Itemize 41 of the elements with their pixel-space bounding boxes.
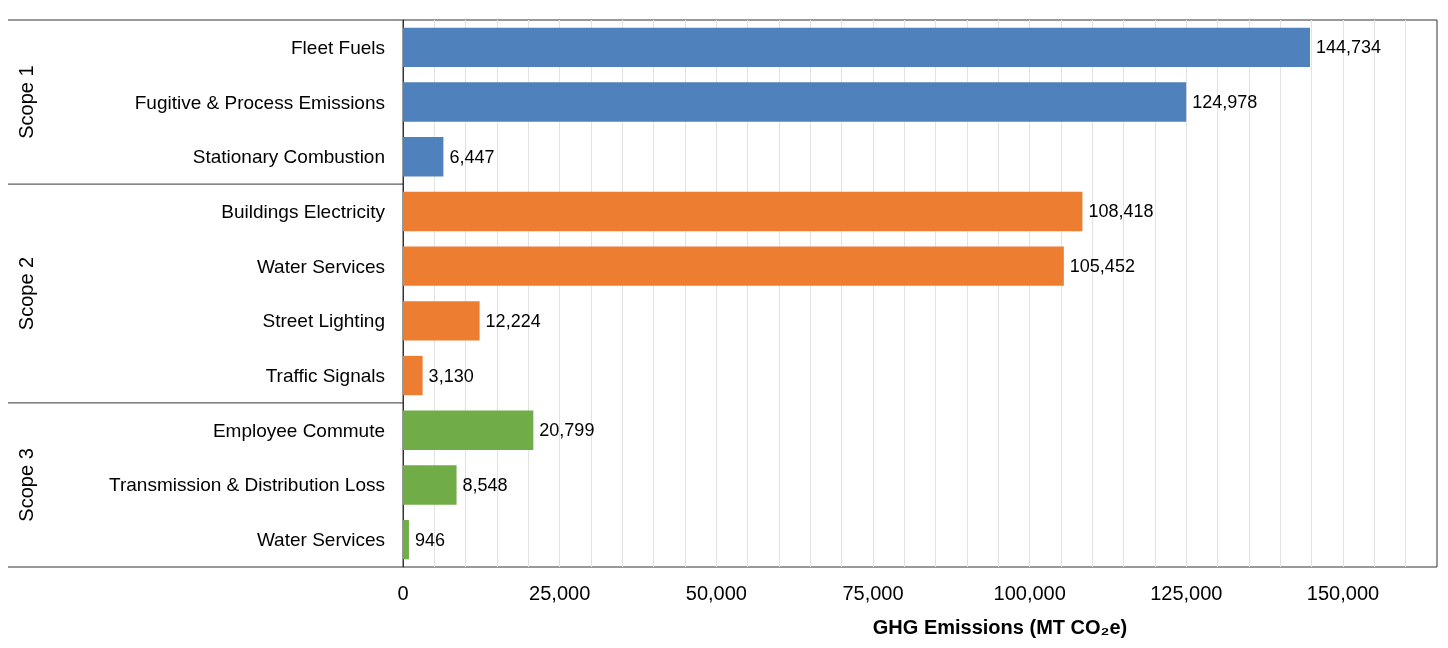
bar	[403, 137, 444, 177]
y-tick-label: Street Lighting	[262, 310, 385, 332]
x-tick-label: 150,000	[1306, 582, 1380, 604]
data-label: 124,978	[1192, 92, 1258, 113]
data-label: 8,548	[462, 474, 508, 495]
y-tick-label: Water Services	[256, 529, 385, 551]
data-label: 946	[414, 529, 445, 550]
x-tick-label: 0	[397, 582, 409, 604]
y-tick-label: Fugitive & Process Emissions	[134, 91, 385, 113]
bar	[403, 191, 1083, 232]
x-tick-label: 25,000	[529, 582, 591, 604]
data-label: 3,130	[428, 365, 474, 386]
bar	[403, 246, 1064, 286]
bar	[403, 355, 423, 396]
y-tick-label: Stationary Combustion	[192, 146, 385, 168]
bar	[403, 465, 457, 505]
x-tick-label: 100,000	[993, 582, 1066, 604]
bar	[403, 301, 480, 341]
text: Scope 3	[15, 448, 37, 522]
x-tick-label: 75,000	[842, 582, 904, 604]
data-label: 144,734	[1316, 37, 1382, 58]
y-tick-label: Fleet Fuels	[291, 36, 385, 58]
bar	[403, 82, 1187, 122]
bar	[403, 410, 534, 450]
data-label: 12,224	[485, 310, 541, 331]
data-label: 20,799	[539, 420, 595, 441]
text: Scope 2	[15, 256, 37, 331]
data-label: 108,418	[1088, 201, 1154, 222]
bar	[403, 519, 409, 560]
y-tick-label: Transmission & Distribution Loss	[109, 474, 385, 496]
x-tick-label: 50,000	[685, 582, 747, 604]
bar	[403, 27, 1310, 68]
y-tick-label: Buildings Electricity	[221, 200, 386, 222]
text: Scope 1	[15, 65, 37, 139]
y-tick-label: Water Services	[256, 255, 385, 277]
y-tick-label: Traffic Signals	[265, 365, 385, 387]
data-label: 6,447	[449, 146, 495, 167]
x-axis-title: GHG Emissions (MT CO₂e)	[872, 616, 1128, 638]
data-label: 105,452	[1069, 256, 1135, 277]
x-tick-label: 125,000	[1150, 582, 1223, 604]
y-tick-label: Employee Commute	[212, 419, 385, 441]
